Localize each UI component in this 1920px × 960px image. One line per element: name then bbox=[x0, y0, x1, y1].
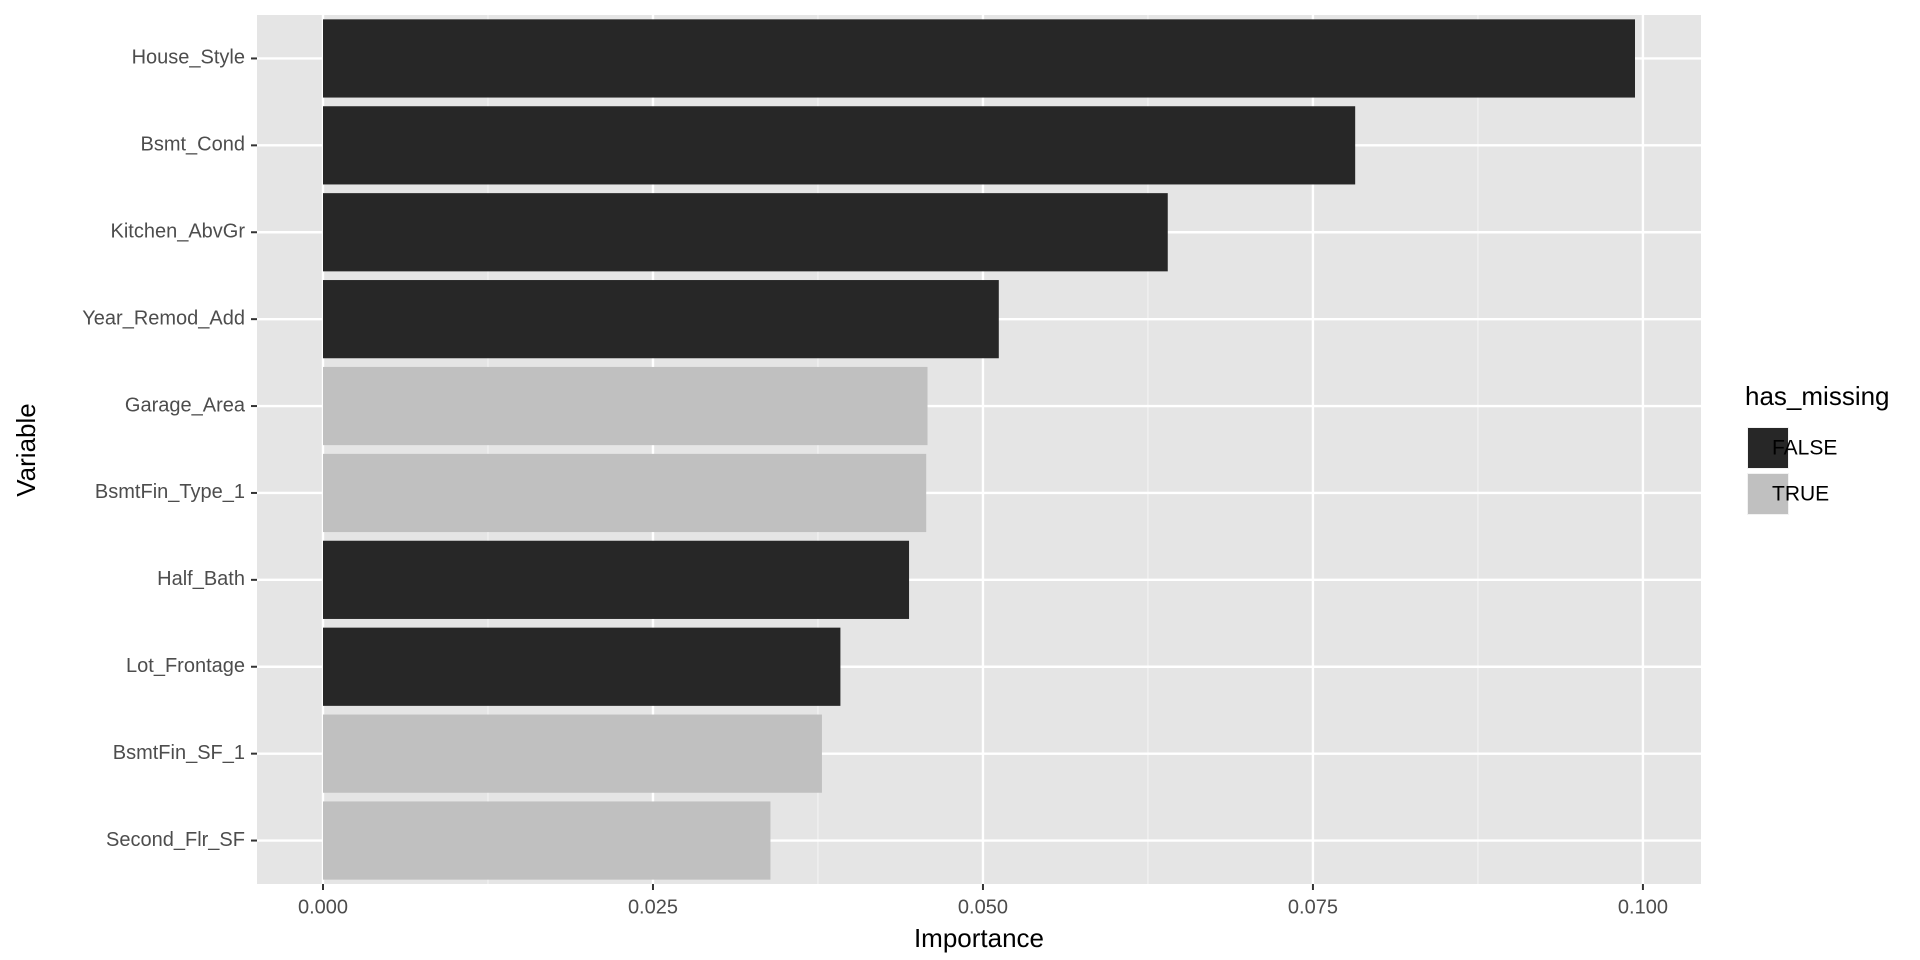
x-tick-label: 0.025 bbox=[628, 896, 678, 918]
bar bbox=[322, 453, 927, 533]
y-tick-label: Second_Flr_SF bbox=[106, 829, 245, 851]
y-axis-title: Variable bbox=[11, 403, 41, 496]
legend-swatch bbox=[1748, 474, 1788, 514]
y-tick-label: BsmtFin_Type_1 bbox=[95, 481, 245, 503]
x-tick-label: 0.000 bbox=[298, 896, 348, 918]
bar bbox=[322, 627, 841, 706]
y-tick-label: Lot_Frontage bbox=[126, 655, 245, 677]
legend-label: FALSE bbox=[1772, 437, 1837, 460]
bar bbox=[322, 280, 999, 359]
x-tick-label: 0.100 bbox=[1618, 896, 1668, 918]
x-tick-label: 0.075 bbox=[1288, 896, 1338, 918]
y-tick-label: House_Style bbox=[132, 47, 245, 69]
bar bbox=[322, 366, 928, 446]
y-tick-label: Kitchen_AbvGr bbox=[110, 221, 245, 243]
bar bbox=[322, 714, 822, 793]
legend-label: TRUE bbox=[1772, 483, 1829, 506]
legend-title: has_missing bbox=[1745, 381, 1890, 411]
y-tick-label: Bsmt_Cond bbox=[141, 134, 246, 156]
y-tick-label: Half_Bath bbox=[157, 568, 245, 590]
y-tick-label: BsmtFin_SF_1 bbox=[113, 742, 245, 764]
x-tick-label: 0.050 bbox=[958, 896, 1008, 918]
bar bbox=[322, 19, 1636, 98]
bar bbox=[322, 540, 910, 619]
y-tick-label: Year_Remod_Add bbox=[82, 307, 245, 329]
y-tick-label: Garage_Area bbox=[125, 394, 246, 416]
bar bbox=[322, 193, 1168, 272]
legend-swatch bbox=[1748, 428, 1788, 468]
x-axis-title: Importance bbox=[914, 923, 1044, 953]
bar bbox=[322, 801, 771, 880]
bar bbox=[322, 106, 1356, 185]
